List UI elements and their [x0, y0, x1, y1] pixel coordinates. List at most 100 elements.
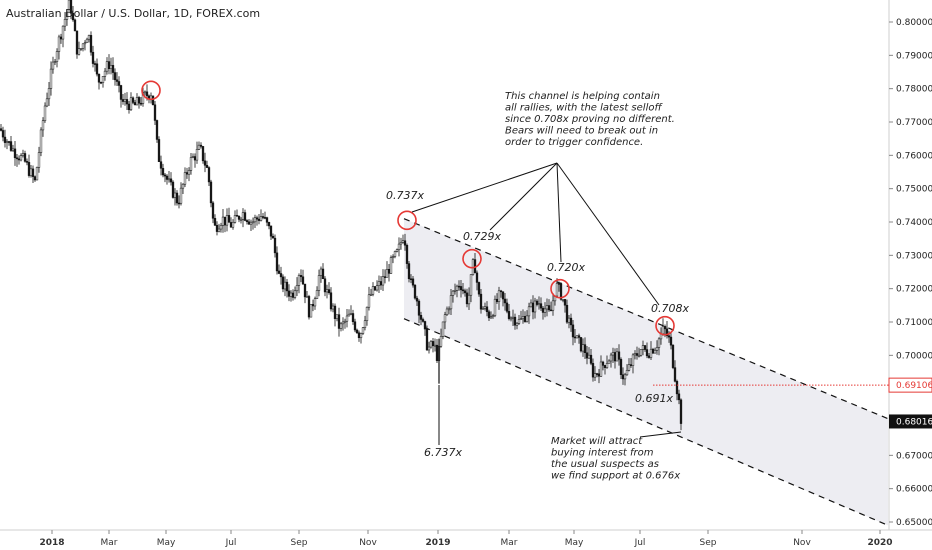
candle — [243, 209, 247, 222]
candle — [111, 57, 115, 80]
candle — [69, 0, 73, 20]
time-tick-label: Mar — [501, 538, 518, 548]
label-0729: 0.729x — [463, 230, 501, 243]
candle — [185, 167, 189, 179]
time-axis[interactable]: 2018 Mar May Jul Sep Nov 2019 Mar May Jul Sep Nov 20… — [39, 530, 893, 548]
candle — [197, 141, 201, 151]
candle — [485, 301, 489, 317]
candle — [455, 284, 459, 298]
candle — [551, 293, 555, 316]
pointer-line — [556, 162, 562, 263]
candle — [507, 304, 511, 321]
candle — [441, 321, 445, 340]
candle — [467, 287, 471, 310]
candle — [431, 337, 435, 353]
candle — [199, 142, 203, 149]
candle — [0, 123, 3, 132]
candle — [535, 299, 539, 307]
candle — [183, 167, 187, 187]
candle — [101, 76, 105, 88]
candle — [653, 347, 657, 354]
candle — [103, 67, 107, 81]
candle — [97, 73, 101, 90]
candle — [643, 344, 647, 352]
label-0708: 0.708x — [651, 302, 689, 315]
candle — [175, 190, 179, 206]
candle — [505, 298, 509, 314]
candle — [29, 164, 33, 178]
candle — [359, 332, 363, 344]
candle — [189, 153, 193, 175]
candle — [417, 299, 421, 324]
candle — [35, 166, 39, 181]
candle — [27, 154, 31, 178]
candle — [3, 129, 7, 148]
candle — [489, 311, 493, 320]
candle — [319, 266, 323, 283]
candle — [5, 139, 9, 150]
label-0720: 0.720x — [547, 261, 585, 274]
candle — [315, 286, 319, 299]
candle — [123, 92, 127, 106]
candle — [177, 195, 181, 209]
candle — [401, 234, 405, 244]
candle — [273, 234, 277, 258]
candle — [89, 31, 93, 56]
candle — [255, 215, 259, 226]
candle — [475, 270, 479, 291]
candle — [477, 281, 481, 297]
price-axis[interactable]: 0.80000 0.79000 0.78000 0.77000 0.76000 0.750… — [889, 18, 932, 528]
candle — [453, 283, 457, 295]
candle — [349, 305, 353, 316]
candle — [377, 275, 381, 293]
candle — [563, 299, 567, 313]
candle — [211, 201, 215, 224]
candle — [627, 358, 631, 372]
candle — [21, 149, 25, 158]
candle — [231, 219, 235, 230]
candle — [543, 302, 547, 318]
candle — [191, 153, 195, 159]
candle — [269, 225, 273, 240]
candle — [577, 333, 581, 344]
pointer-line — [411, 162, 558, 213]
candle — [79, 47, 83, 51]
candle — [55, 48, 59, 68]
candle — [193, 153, 197, 168]
candle — [267, 221, 271, 230]
time-tick-label: Mar — [101, 538, 118, 548]
candle — [669, 333, 673, 350]
candle — [619, 357, 623, 379]
candle — [77, 41, 81, 56]
candle — [421, 317, 425, 323]
candle — [283, 276, 287, 297]
highlight-circle — [462, 248, 482, 269]
price-tick-label: 0.70000 — [896, 351, 932, 361]
candle — [461, 282, 465, 295]
candle — [337, 307, 341, 337]
candle — [173, 188, 177, 206]
candle — [635, 346, 639, 360]
candle — [287, 284, 291, 302]
candle — [525, 310, 529, 323]
candle — [17, 155, 21, 165]
candle — [327, 282, 331, 295]
channel-note-line: This channel is helping contain — [505, 91, 660, 102]
candle — [379, 275, 383, 290]
candle — [201, 145, 205, 164]
candle — [295, 277, 299, 296]
price-tick-label: 0.71000 — [896, 318, 932, 328]
channel-fill — [404, 218, 888, 526]
candle — [223, 216, 227, 233]
candle — [533, 297, 537, 319]
candle — [155, 119, 159, 143]
candle — [539, 297, 543, 312]
candle — [11, 144, 15, 153]
candle — [645, 342, 649, 359]
candle — [215, 221, 219, 236]
support-note-line: Market will attract — [551, 436, 643, 447]
candle — [301, 269, 305, 285]
candle — [195, 141, 199, 164]
